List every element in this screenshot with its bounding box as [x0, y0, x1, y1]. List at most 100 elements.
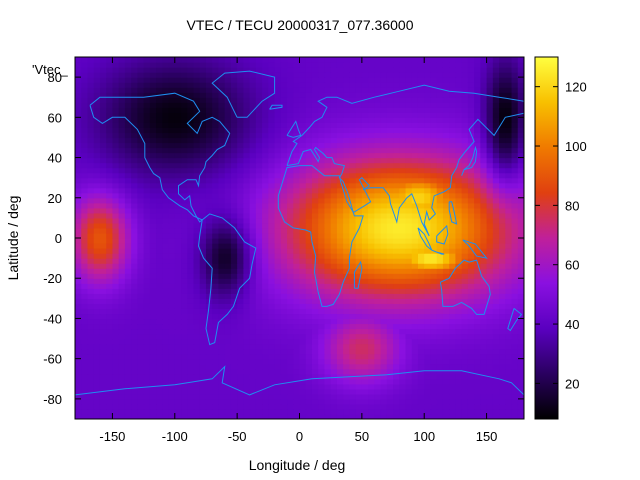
heatmap-cell — [287, 268, 294, 274]
heatmap-cell — [467, 212, 475, 219]
heatmap-cell — [255, 192, 263, 199]
heatmap-cell — [75, 248, 82, 254]
heatmap-cell — [255, 308, 263, 315]
heatmap-cell — [237, 383, 244, 390]
heatmap-cell — [199, 217, 207, 224]
heatmap-cell — [311, 283, 319, 289]
heatmap-cell — [181, 222, 188, 229]
heatmap-cell — [499, 388, 506, 395]
heatmap-cell — [505, 92, 513, 98]
heatmap-cell — [336, 72, 344, 78]
heatmap-cell — [268, 383, 276, 390]
heatmap-cell — [336, 368, 344, 375]
heatmap-cell — [486, 353, 494, 360]
heatmap-cell — [424, 182, 432, 189]
heatmap-cell — [417, 308, 425, 315]
heatmap-cell — [405, 323, 413, 330]
heatmap-cell — [517, 92, 524, 98]
heatmap-cell — [461, 137, 469, 144]
heatmap-cell — [311, 97, 319, 103]
heatmap-cell — [442, 273, 450, 279]
heatmap-cell — [480, 273, 488, 279]
heatmap-cell — [330, 122, 338, 128]
heatmap-cell — [112, 373, 120, 380]
heatmap-cell — [455, 72, 463, 78]
heatmap-cell — [156, 358, 163, 365]
heatmap-cell — [143, 87, 151, 93]
heatmap-cell — [218, 112, 226, 118]
heatmap-cell — [436, 72, 444, 78]
heatmap-cell — [311, 232, 319, 239]
heatmap-cell — [324, 263, 332, 269]
heatmap-cell — [87, 238, 95, 244]
heatmap-cell — [124, 373, 132, 380]
heatmap-cell — [355, 253, 363, 259]
heatmap-cell — [499, 102, 506, 108]
heatmap-cell — [455, 112, 463, 118]
heatmap-cell — [205, 192, 213, 199]
heatmap-cell — [137, 67, 145, 73]
heatmap-cell — [243, 167, 251, 174]
heatmap-cell — [467, 87, 475, 93]
heatmap-cell — [243, 283, 251, 289]
heatmap-cell — [330, 383, 338, 390]
heatmap-cell — [218, 313, 226, 320]
heatmap-cell — [262, 117, 269, 123]
heatmap-cell — [324, 343, 332, 350]
heatmap-cell — [249, 122, 257, 128]
heatmap-cell — [299, 238, 307, 244]
heatmap-cell — [75, 343, 82, 350]
heatmap-cell — [455, 202, 463, 209]
heatmap-cell — [355, 227, 363, 234]
heatmap-cell — [486, 243, 494, 249]
heatmap-cell — [461, 212, 469, 219]
heatmap-cell — [181, 373, 188, 380]
heatmap-cell — [274, 368, 282, 375]
heatmap-cell — [131, 102, 138, 108]
heatmap-cell — [505, 408, 513, 415]
heatmap-cell — [124, 157, 132, 164]
heatmap-cell — [361, 378, 369, 385]
heatmap-cell — [212, 393, 220, 400]
heatmap-cell — [162, 92, 170, 98]
heatmap-cell — [212, 192, 220, 199]
heatmap-cell — [361, 353, 369, 360]
heatmap-cell — [243, 293, 251, 299]
heatmap-cell — [361, 182, 369, 189]
heatmap-cell — [349, 378, 357, 385]
heatmap-cell — [156, 127, 163, 134]
heatmap-cell — [93, 127, 101, 134]
heatmap-cell — [230, 217, 238, 224]
heatmap-cell — [355, 177, 363, 184]
heatmap-cell — [249, 283, 257, 289]
heatmap-cell — [243, 87, 251, 93]
heatmap-cell — [106, 373, 114, 380]
heatmap-cell — [480, 147, 488, 154]
heatmap-cell — [199, 197, 207, 204]
heatmap-cell — [374, 368, 382, 375]
heatmap-cell — [467, 82, 475, 88]
heatmap-cell — [156, 102, 163, 108]
heatmap-cell — [193, 112, 201, 118]
heatmap-cell — [436, 358, 444, 365]
heatmap-cell — [218, 408, 226, 415]
heatmap-cell — [237, 403, 244, 410]
heatmap-cell — [212, 197, 220, 204]
heatmap-cell — [305, 202, 313, 209]
heatmap-cell — [99, 187, 107, 194]
heatmap-cell — [131, 268, 138, 274]
heatmap-cell — [355, 82, 363, 88]
heatmap-cell — [293, 177, 301, 184]
heatmap-cell — [505, 132, 513, 139]
heatmap-cell — [430, 253, 438, 259]
heatmap-cell — [411, 192, 419, 199]
heatmap-cell — [75, 187, 82, 194]
heatmap-cell — [517, 132, 524, 139]
heatmap-cell — [162, 147, 170, 154]
heatmap-cell — [368, 253, 375, 259]
heatmap-cell — [355, 258, 363, 264]
heatmap-cell — [393, 253, 400, 259]
heatmap-cell — [411, 253, 419, 259]
heatmap-cell — [399, 117, 407, 123]
heatmap-cell — [249, 273, 257, 279]
